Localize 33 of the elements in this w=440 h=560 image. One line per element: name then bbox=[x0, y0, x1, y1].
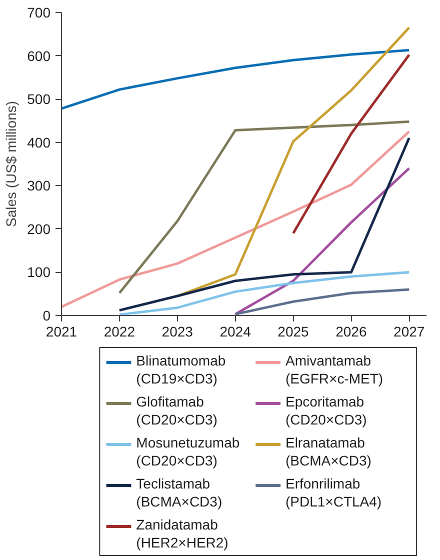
legend-label: Zanidatamab (HER2×HER2) bbox=[136, 516, 228, 550]
y-tick-label: 600 bbox=[27, 48, 51, 64]
y-tick-label: 400 bbox=[27, 134, 51, 150]
y-tick-label: 100 bbox=[27, 264, 51, 280]
y-tick-label: 200 bbox=[27, 220, 51, 237]
y-axis-title: Sales (US$ millions) bbox=[3, 100, 20, 228]
x-tick-label: 2023 bbox=[162, 324, 194, 340]
x-tick-label: 2022 bbox=[104, 324, 136, 340]
x-tick-label: 2025 bbox=[278, 324, 310, 340]
line-series bbox=[118, 120, 410, 294]
y-tick-label: 700 bbox=[27, 4, 51, 20]
line-series bbox=[176, 26, 410, 298]
legend-label: Blinatumomab (CD19×CD3) bbox=[136, 352, 226, 386]
line-series bbox=[62, 48, 410, 110]
y-tick-label: 0 bbox=[42, 308, 51, 324]
x-tick-label: 2026 bbox=[336, 324, 367, 340]
x-tick-label: 2024 bbox=[220, 324, 252, 340]
y-tick-label: 500 bbox=[27, 91, 51, 108]
line-series bbox=[234, 167, 410, 316]
line-series bbox=[118, 270, 410, 316]
legend-label: Erfonrilimab (PDL1×CTLA4) bbox=[285, 476, 382, 510]
legend-label: Elranatamab (BCMA×CD3) bbox=[285, 434, 372, 468]
line-series bbox=[62, 130, 410, 308]
legend-label: Glofitamab (CD20×CD3) bbox=[136, 394, 218, 428]
legend-label: Epcoritamab (CD20×CD3) bbox=[285, 394, 367, 428]
y-tick-label: 300 bbox=[27, 178, 51, 194]
x-tick-label: 2027 bbox=[394, 324, 425, 340]
line-series bbox=[118, 136, 410, 312]
line-series bbox=[234, 288, 410, 316]
legend-label: Amivantamab (EGFR×c-MET) bbox=[285, 352, 384, 386]
legend-label: Teclistamab (BCMA×CD3) bbox=[136, 476, 222, 510]
x-tick-label: 2021 bbox=[46, 324, 78, 340]
legend-label: Mosunetuzumab (CD20×CD3) bbox=[136, 434, 240, 468]
